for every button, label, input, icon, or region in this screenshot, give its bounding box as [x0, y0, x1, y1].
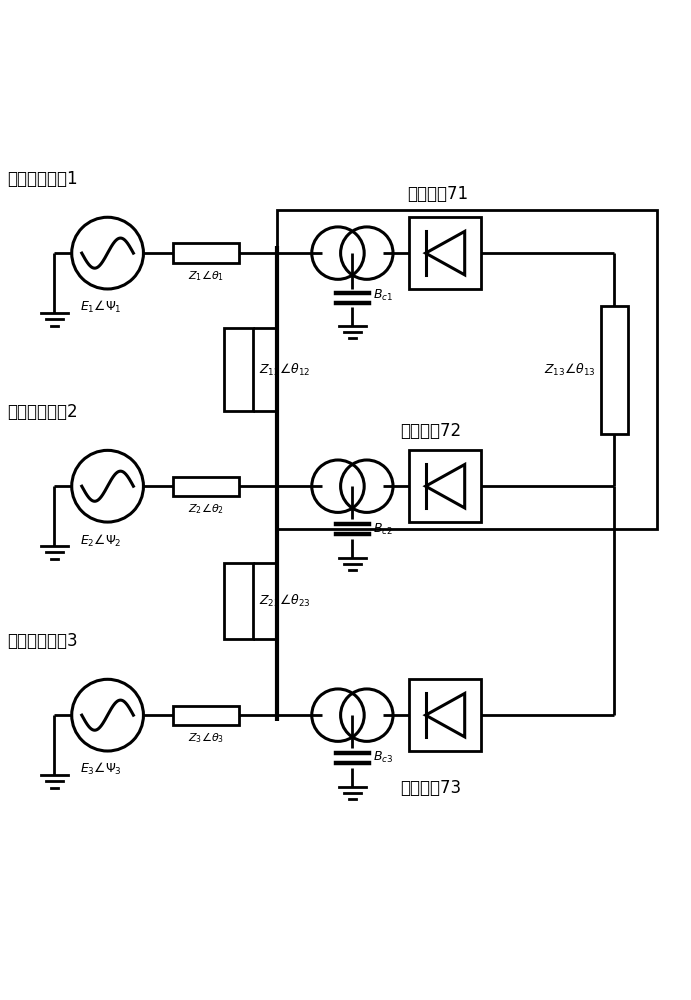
Text: $E_2\angle\Psi_2$: $E_2\angle\Psi_2$	[80, 532, 122, 549]
Text: $Z_1\angle\theta_1$: $Z_1\angle\theta_1$	[188, 268, 225, 283]
Text: $B_{c1}$: $B_{c1}$	[373, 288, 393, 303]
Text: $Z_{13}\angle\theta_{13}$: $Z_{13}\angle\theta_{13}$	[544, 362, 595, 378]
Text: $B_{c3}$: $B_{c3}$	[373, 750, 393, 765]
Bar	[173, 243, 239, 263]
Bar	[409, 450, 482, 522]
Text: 直流系眓73: 直流系眓73	[401, 779, 462, 797]
Bar	[173, 706, 239, 725]
Text: $Z_3\angle\theta_3$: $Z_3\angle\theta_3$	[188, 730, 225, 745]
Text: $Z_{12}\angle\theta_{12}$: $Z_{12}\angle\theta_{12}$	[258, 362, 310, 378]
Bar	[173, 477, 239, 496]
Text: $Z_{23}\angle\theta_{23}$: $Z_{23}\angle\theta_{23}$	[258, 593, 310, 609]
Text: 直流系眓71: 直流系眓71	[408, 185, 468, 203]
Text: $Z_2\angle\theta_2$: $Z_2\angle\theta_2$	[188, 501, 224, 516]
Text: 直流系眓72: 直流系眓72	[401, 422, 462, 440]
Bar	[600, 306, 628, 434]
Text: 等效交流系眷3: 等效交流系眷3	[8, 632, 78, 650]
Text: $B_{c2}$: $B_{c2}$	[373, 521, 393, 537]
Bar	[409, 679, 482, 751]
Text: 等效交流系眷1: 等效交流系眷1	[8, 170, 78, 188]
Bar	[276, 210, 657, 529]
Text: 等效交流系眷2: 等效交流系眷2	[8, 403, 78, 421]
Bar	[224, 328, 253, 411]
Bar	[224, 563, 253, 639]
Text: $E_3\angle\Psi_3$: $E_3\angle\Psi_3$	[79, 761, 122, 777]
Text: $E_1\angle\Psi_1$: $E_1\angle\Psi_1$	[80, 299, 122, 315]
Bar	[409, 217, 482, 289]
